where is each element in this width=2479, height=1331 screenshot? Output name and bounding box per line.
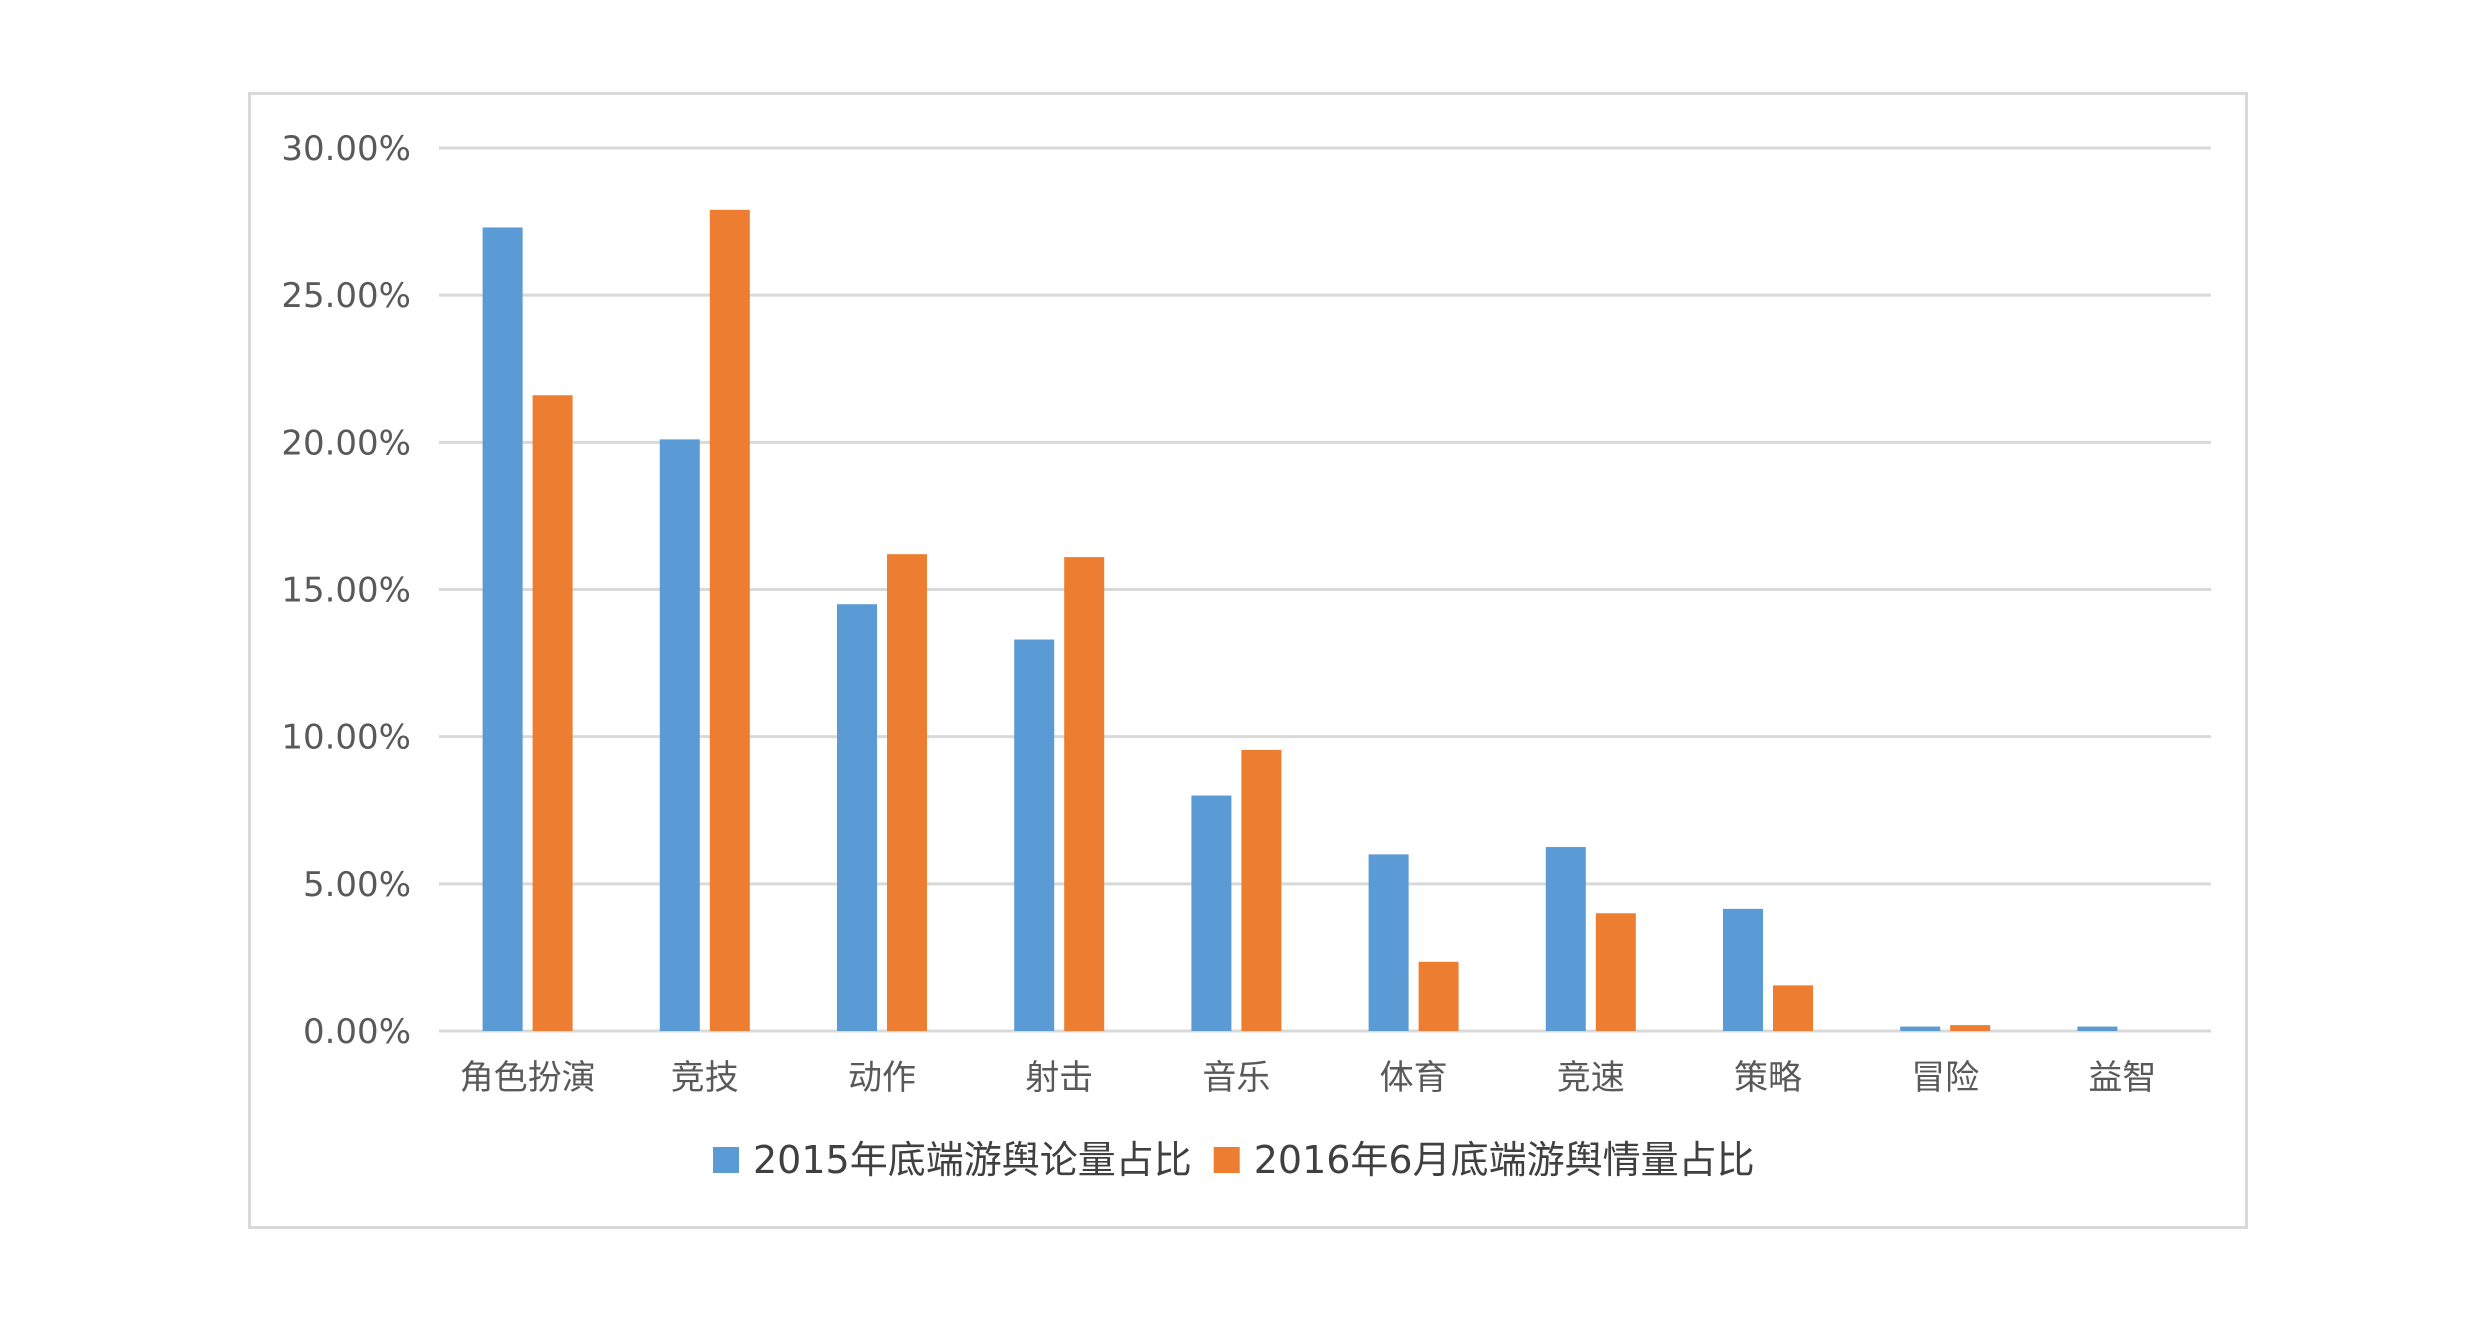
- y-tick-label: 15.00%: [281, 571, 411, 611]
- bar: [1723, 908, 1763, 1031]
- legend: 2015年底端游舆论量占比 2016年6月底端游舆情量占比: [713, 1138, 1755, 1182]
- bar: [887, 554, 927, 1031]
- legend-label: 2016年6月底端游舆情量占比: [1254, 1138, 1755, 1182]
- bar: [1418, 961, 1459, 1031]
- x-category-label: 竞速: [1557, 1058, 1625, 1098]
- x-axis-categories: 角色扮演 竞技 动作 射击 音乐 体育 竞速 策略 冒险 益智: [460, 1058, 2157, 1098]
- bar: [1900, 1026, 1941, 1031]
- y-tick-label: 25.00%: [281, 276, 411, 316]
- bar-chart: 0.00% 5.00% 10.00% 15.00% 20.00% 25.00% 30.00%…: [281, 129, 2211, 1182]
- y-tick-label: 30.00%: [281, 129, 411, 169]
- bar: [1368, 854, 1409, 1031]
- bar: [1241, 749, 1282, 1031]
- bar: [1595, 913, 1636, 1031]
- bar: [1064, 557, 1105, 1031]
- y-tick-label: 10.00%: [281, 718, 411, 758]
- bar: [837, 604, 877, 1031]
- bar: [1014, 639, 1055, 1031]
- legend-swatch: [713, 1147, 739, 1173]
- x-category-label: 动作: [848, 1058, 916, 1098]
- x-category-label: 角色扮演: [460, 1058, 596, 1098]
- y-tick-label: 0.00%: [303, 1012, 411, 1052]
- x-category-label: 益智: [2088, 1058, 2156, 1098]
- legend-swatch: [1213, 1147, 1240, 1173]
- y-tick-label: 5.00%: [303, 865, 411, 905]
- bar: [532, 395, 573, 1031]
- bar: [482, 227, 523, 1032]
- bar: [2077, 1026, 2118, 1031]
- bar: [1950, 1025, 1991, 1031]
- x-category-label: 音乐: [1202, 1058, 1270, 1098]
- x-category-label: 射击: [1025, 1058, 1093, 1098]
- bar: [1545, 847, 1586, 1031]
- bar: [659, 439, 700, 1031]
- bar: [709, 209, 750, 1031]
- x-category-label: 策略: [1734, 1058, 1802, 1098]
- legend-label: 2015年底端游舆论量占比: [753, 1138, 1192, 1182]
- chart-frame: 0.00% 5.00% 10.00% 15.00% 20.00% 25.00% 30.00%…: [248, 92, 2248, 1229]
- x-category-label: 竞技: [671, 1058, 739, 1098]
- bar: [1191, 795, 1232, 1031]
- x-category-label: 冒险: [1911, 1058, 1979, 1098]
- bars: [482, 209, 2118, 1032]
- y-axis-ticks: 0.00% 5.00% 10.00% 15.00% 20.00% 25.00% 30.00%: [281, 129, 411, 1052]
- y-tick-label: 20.00%: [281, 423, 411, 463]
- x-category-label: 体育: [1380, 1058, 1448, 1098]
- bar: [1773, 985, 1813, 1031]
- gridlines: [439, 146, 2211, 1033]
